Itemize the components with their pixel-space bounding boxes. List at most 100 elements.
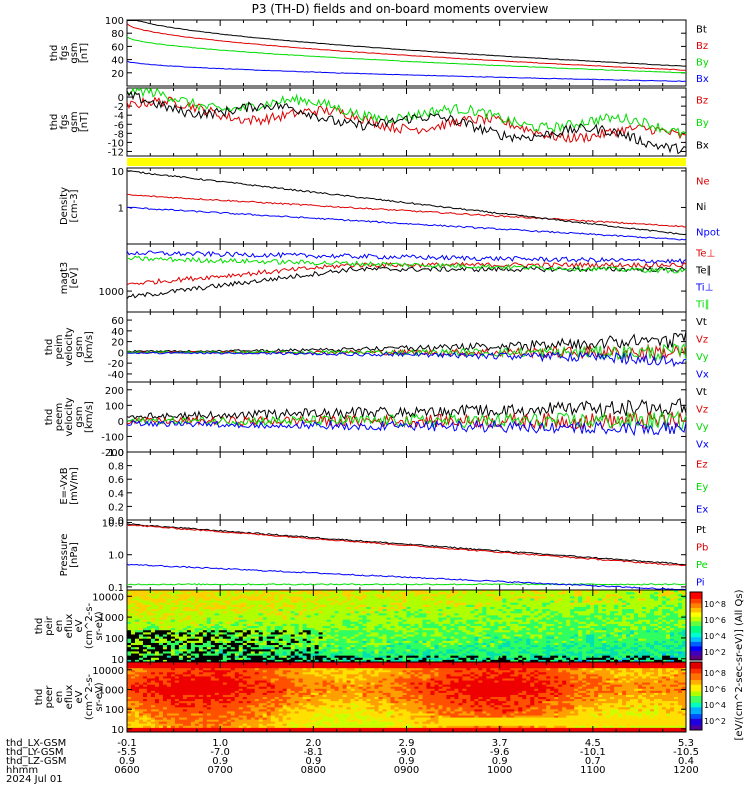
heatmap-cell (214, 659, 220, 663)
heatmap-cell (570, 619, 575, 623)
heatmap-cell (258, 651, 264, 654)
heatmap-cell (542, 619, 547, 623)
heatmap-cell (434, 602, 439, 606)
heatmap-cell (290, 598, 296, 601)
heatmap-cell (170, 653, 176, 657)
heatmap-cell (266, 621, 272, 625)
heatmap-cell (170, 621, 176, 625)
heatmap-cell (466, 619, 471, 623)
heatmap-cell (274, 606, 280, 610)
heatmap-cell (606, 592, 611, 595)
heatmap-cell (398, 602, 403, 606)
heatmap-cell (274, 600, 280, 604)
heatmap-cell (486, 642, 491, 646)
heatmap-cell (586, 659, 591, 663)
heatmap-cell (426, 604, 431, 608)
heatmap-cell (290, 647, 296, 650)
heatmap-cell (442, 619, 447, 623)
legend-By: By (696, 118, 709, 129)
heatmap-cell (127, 651, 132, 654)
heatmap-cell (266, 615, 272, 618)
heatmap-cell (370, 617, 375, 621)
heatmap-cell (570, 636, 575, 640)
heatmap-cell (230, 640, 236, 644)
heatmap-cell (626, 590, 631, 593)
heatmap-cell (634, 600, 639, 604)
heatmap-cell (358, 594, 363, 597)
series-Pt (126, 523, 687, 566)
heatmap-cell (294, 655, 300, 659)
heatmap-cell (426, 590, 431, 593)
heatmap-cell (346, 636, 351, 640)
heatmap-cell (242, 632, 248, 635)
heatmap-cell (510, 636, 515, 640)
heatmap-cell (294, 621, 300, 625)
heatmap-cell (410, 596, 415, 599)
heatmap-cell (350, 640, 355, 644)
heatmap-cell (474, 651, 479, 654)
heatmap-cell (142, 602, 148, 606)
heatmap-cell (206, 647, 212, 650)
heatmap-cell (562, 609, 567, 612)
heatmap-cell (506, 632, 511, 635)
heatmap-cell (502, 659, 507, 663)
heatmap-cell (422, 596, 427, 599)
y-tick-label: 1.0 (108, 448, 124, 459)
heatmap-cell (218, 659, 224, 663)
heatmap-cell (606, 645, 611, 648)
heatmap-cell (426, 602, 431, 606)
heatmap-cell (358, 657, 363, 661)
heatmap-cell (390, 600, 395, 604)
heatmap-cell (130, 655, 136, 659)
heatmap-cell (186, 621, 192, 625)
heatmap-cell (498, 642, 503, 646)
heatmap-cell (326, 632, 332, 635)
heatmap-cell (410, 640, 415, 644)
heatmap-cell (302, 615, 308, 618)
heatmap-cell (558, 638, 563, 642)
heatmap-cell (546, 657, 551, 661)
heatmap-cell (134, 615, 140, 618)
heatmap-cell (286, 647, 292, 650)
heatmap-cell (482, 630, 487, 633)
heatmap-cell (146, 611, 152, 614)
heatmap-cell (586, 630, 591, 633)
heatmap-cell (226, 655, 232, 659)
heatmap-cell (178, 621, 184, 625)
heatmap-cell (127, 592, 132, 595)
heatmap-cell (534, 659, 539, 663)
heatmap-cell (322, 598, 328, 601)
heatmap-cell (370, 598, 375, 601)
heatmap-cell (378, 634, 383, 637)
heatmap-cell (286, 634, 292, 637)
heatmap-cell (186, 632, 192, 635)
heatmap-cell (186, 606, 192, 610)
heatmap-cell (530, 600, 535, 604)
heatmap-cell (546, 617, 551, 621)
heatmap-cell (406, 628, 411, 631)
heatmap-cell (570, 651, 575, 654)
heatmap-cell (378, 638, 383, 642)
heatmap-cell (178, 632, 184, 635)
heatmap-cell (158, 642, 164, 646)
heatmap-cell (418, 659, 423, 663)
heatmap-cell (462, 655, 467, 659)
heatmap-cell (198, 626, 204, 629)
y-axis-label: thdpeemvelocitygsm[km/s] (44, 397, 95, 436)
heatmap-cell (402, 619, 407, 623)
heatmap-cell (606, 655, 611, 659)
heatmap-cell (634, 636, 639, 640)
heatmap-cell (262, 594, 268, 597)
y-axis-label-line: peim (54, 334, 65, 359)
heatmap-cell (534, 628, 539, 631)
heatmap-cell (394, 634, 399, 637)
heatmap-cell (258, 598, 264, 601)
heatmap-cell (462, 604, 467, 608)
heatmap-cell (230, 611, 236, 614)
heatmap-cell (498, 626, 503, 629)
heatmap-cell (502, 626, 507, 629)
heatmap-cell (254, 609, 260, 612)
heatmap-cell (542, 602, 547, 606)
heatmap-cell (454, 592, 459, 595)
heatmap-cell (442, 651, 447, 654)
